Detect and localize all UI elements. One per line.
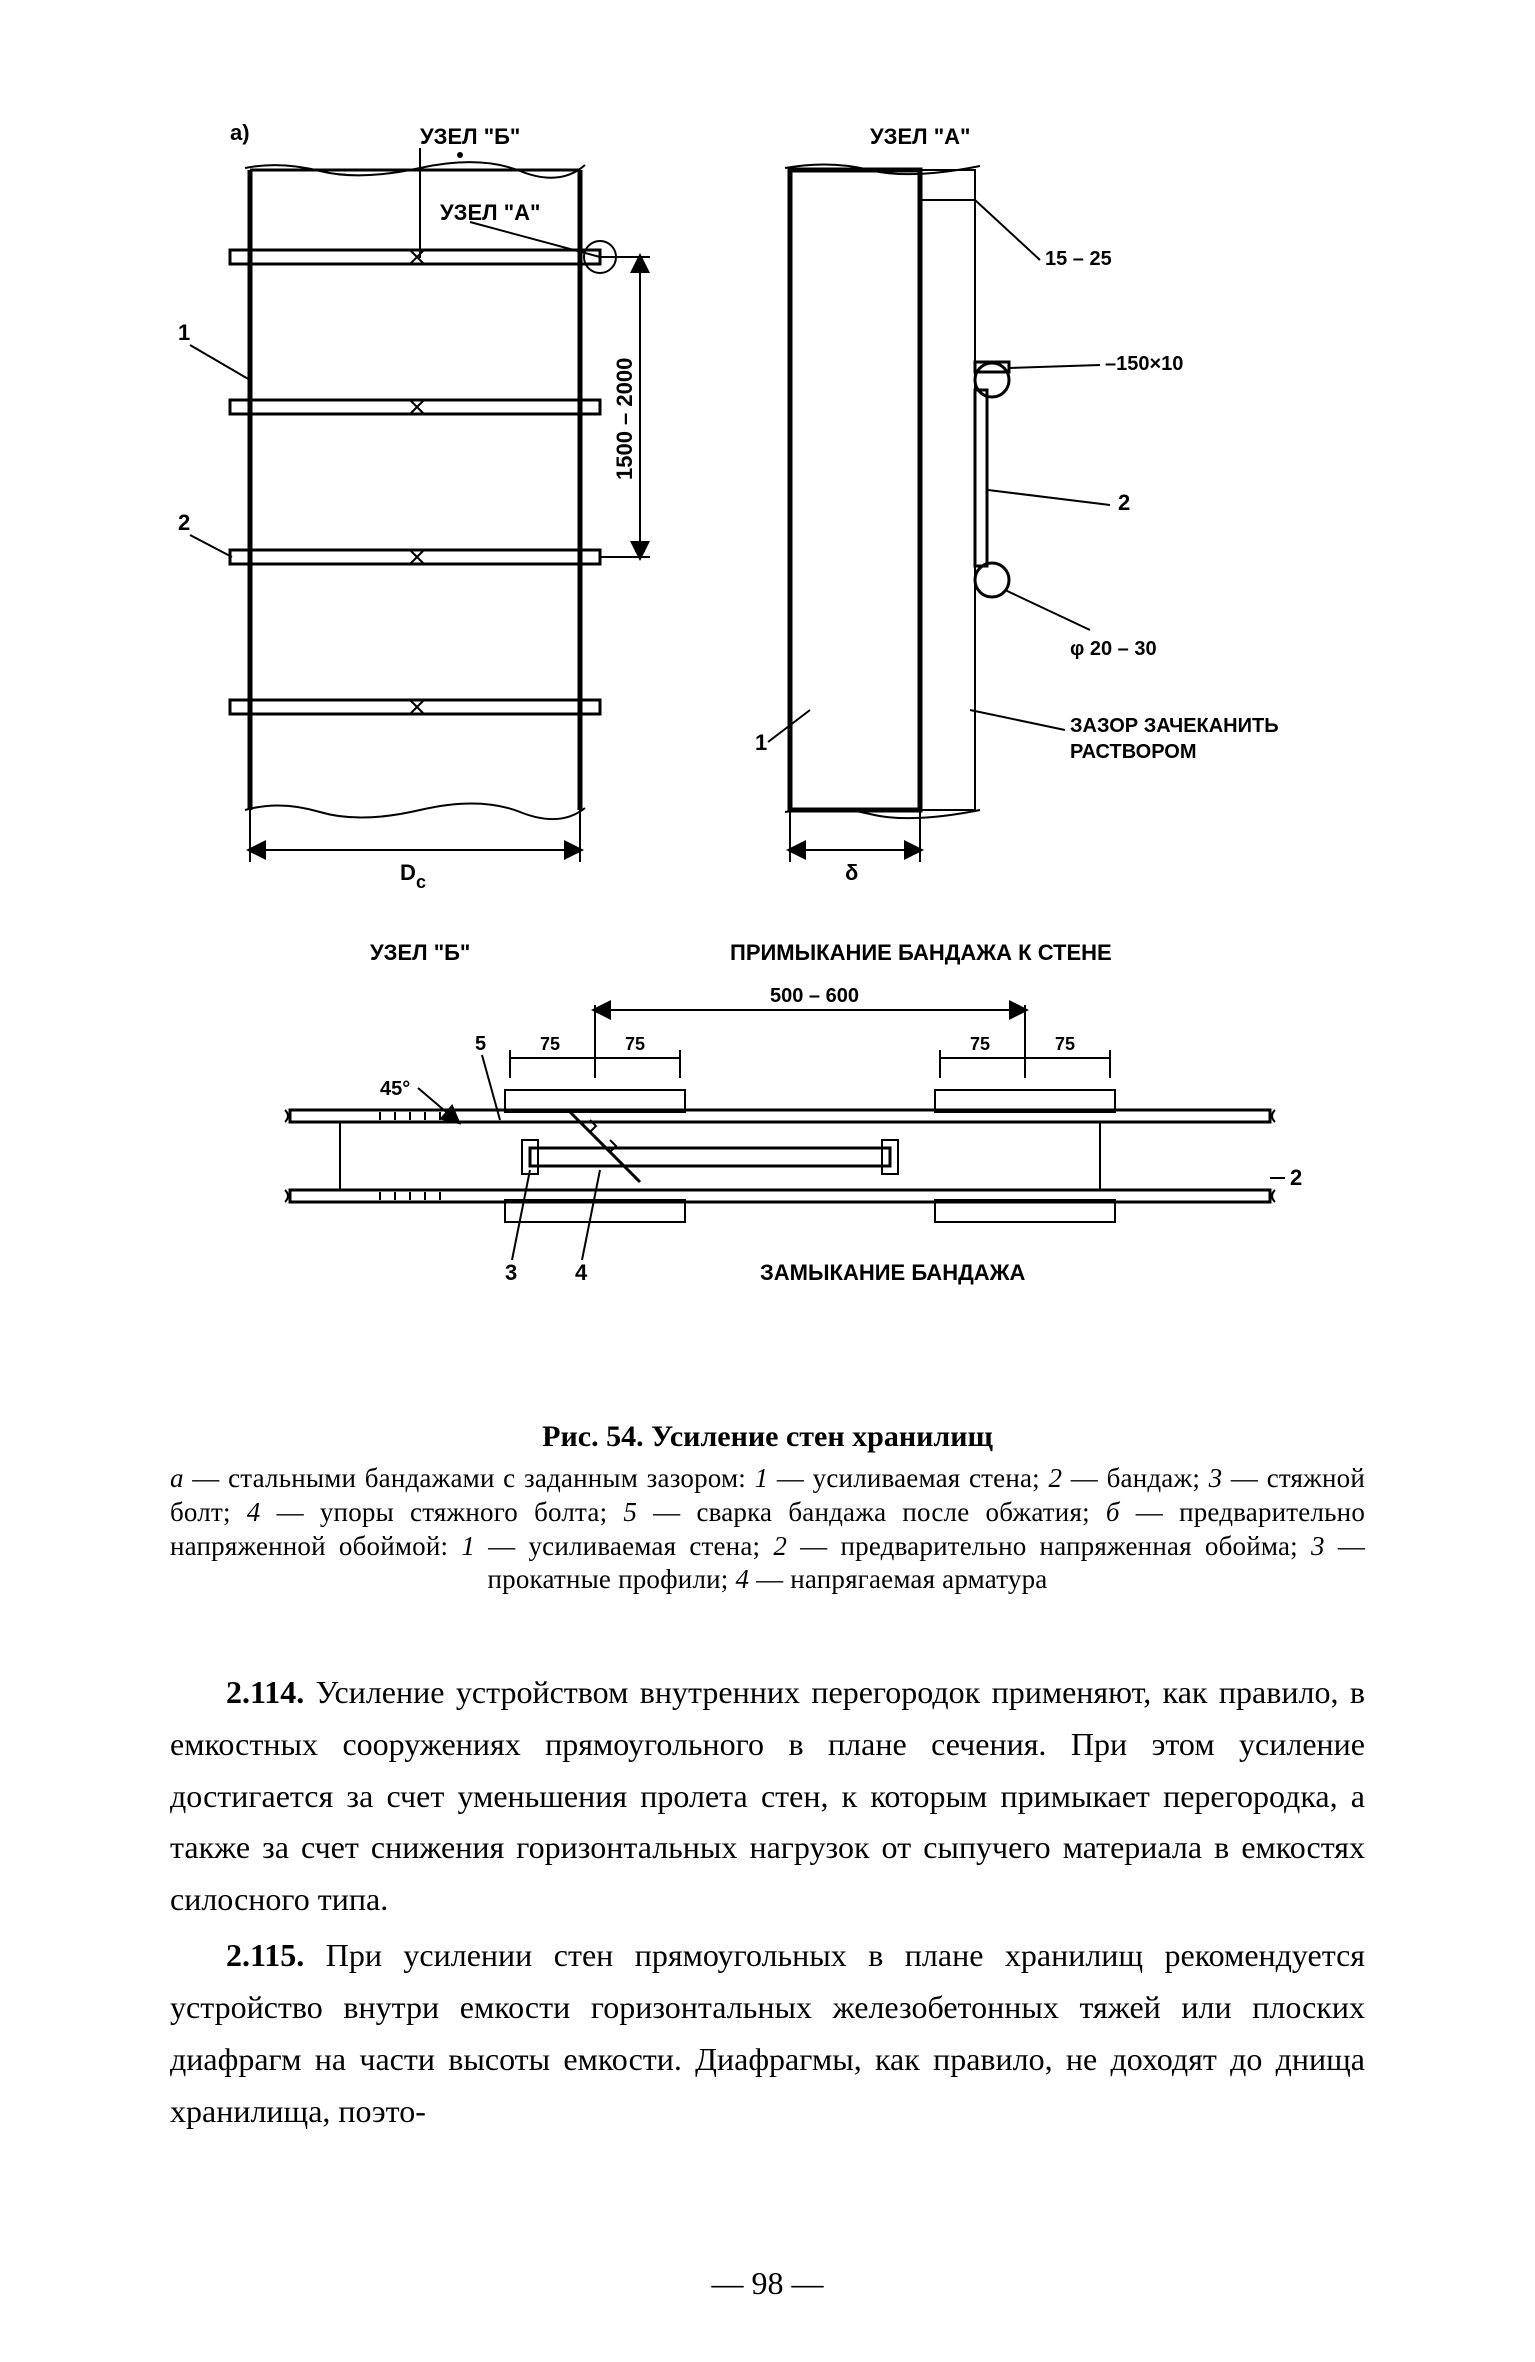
node-b-title: УЗЕЛ "Б" — [370, 940, 470, 965]
node-b-top-label: УЗЕЛ "Б" — [420, 124, 520, 149]
detail-a-band — [975, 362, 1009, 597]
figure-54: а) УЗЕЛ "Б" УЗЕЛ "А" — [170, 110, 1365, 1390]
dim-span: 500 – 600 — [770, 985, 859, 1007]
callout-4: 4 — [575, 1260, 588, 1285]
para-2-115: 2.115. При усилении стен прямоугольных в… — [170, 1930, 1365, 2137]
figure-svg: а) УЗЕЛ "Б" УЗЕЛ "А" — [170, 110, 1365, 1390]
callout-2: 2 — [178, 510, 190, 535]
bands — [230, 250, 600, 714]
note-mortar-1: ЗАЗОР ЗАЧЕКАНИТЬ — [1070, 715, 1279, 737]
panel-a-label: а) — [230, 120, 250, 145]
caption-body: а — стальными бандажами с заданным зазор… — [170, 1462, 1365, 1597]
detail-c-callout-2: 2 — [1290, 1165, 1302, 1190]
dim-75b: 75 — [625, 1034, 645, 1054]
dim-diameter-sub: c — [416, 872, 426, 892]
callout-1: 1 — [178, 320, 190, 345]
detail-b-title: ПРИМЫКАНИЕ БАНДАЖА К СТЕНЕ — [730, 940, 1112, 965]
dim-75a: 75 — [540, 1034, 560, 1054]
angle-45: 45° — [380, 1078, 410, 1100]
page: а) УЗЕЛ "Б" УЗЕЛ "А" — [0, 0, 1535, 2362]
dim-diameter: D — [400, 860, 416, 885]
callout-3: 3 — [505, 1260, 517, 1285]
body-text: 2.114. Усиление устройством внутренних п… — [170, 1667, 1365, 2137]
node-a-top-label: УЗЕЛ "А" — [440, 200, 540, 225]
detail-c-title: ЗАМЫКАНИЕ БАНДАЖА — [760, 1260, 1026, 1285]
detail-a-callout-2: 2 — [1118, 490, 1130, 515]
caption-title: Рис. 54. Усиление стен хранилищ — [170, 1420, 1365, 1454]
note-mortar-2: РАСТВОРОМ — [1070, 741, 1196, 763]
dim-75c: 75 — [970, 1034, 990, 1054]
detail-c: 500 – 600 75 75 75 75 5 45° — [285, 985, 1302, 1285]
callout-5: 5 — [475, 1033, 486, 1055]
detail-a-callout-1: 1 — [755, 730, 767, 755]
dim-angle: –150×10 — [1105, 353, 1183, 375]
dim-delta: δ — [845, 860, 858, 885]
node-a-title: УЗЕЛ "А" — [870, 124, 970, 149]
dim-rod: φ 20 – 30 — [1070, 638, 1157, 660]
figure-caption: Рис. 54. Усиление стен хранилищ а — стал… — [170, 1420, 1365, 1597]
dim-75d: 75 — [1055, 1034, 1075, 1054]
page-number: — 98 — — [0, 2265, 1535, 2302]
para-2-114: 2.114. Усиление устройством внутренних п… — [170, 1667, 1365, 1926]
dim-gap: 15 – 25 — [1045, 248, 1112, 270]
dim-height: 1500 – 2000 — [612, 358, 637, 480]
